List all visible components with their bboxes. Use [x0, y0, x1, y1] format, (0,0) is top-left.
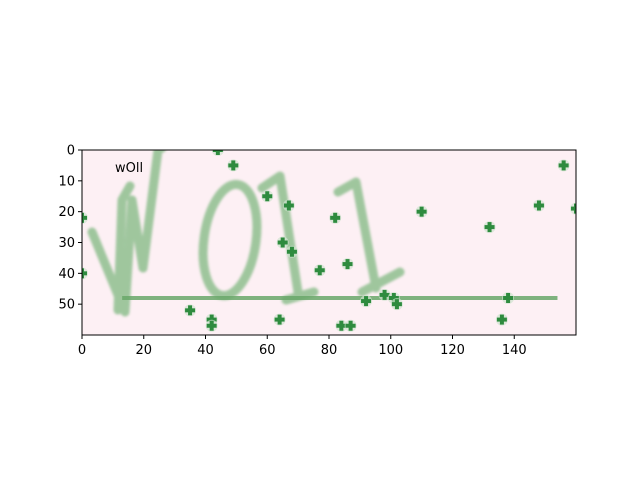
x-tick-label: 120	[440, 343, 465, 358]
noise-point	[273, 313, 286, 326]
noise-point	[329, 211, 342, 224]
noise-point	[502, 292, 515, 304]
noise-layer	[82, 150, 576, 332]
x-tick-label: 80	[321, 343, 338, 358]
y-tick-label: 40	[58, 267, 75, 282]
y-tick-label: 0	[67, 144, 75, 159]
x-tick-label: 60	[259, 343, 276, 358]
x-axis: 0 20 40 60 80 100 120 140	[78, 335, 527, 358]
noise-point	[82, 267, 88, 280]
y-tick-label: 20	[58, 205, 75, 220]
noise-point	[227, 159, 240, 172]
captcha-glyphs	[87, 150, 405, 317]
noise-point	[390, 298, 403, 311]
noise-point	[532, 199, 545, 212]
noise-point	[82, 211, 88, 224]
noise-point	[483, 221, 496, 234]
noise-point	[261, 190, 274, 203]
noise-point	[205, 319, 218, 332]
x-tick-label: 40	[197, 343, 214, 358]
noise-point	[285, 245, 298, 258]
noise-point	[378, 288, 391, 301]
glyph-w-left-stroke	[113, 181, 135, 315]
x-tick-label: 0	[78, 343, 86, 358]
x-tick-label: 20	[135, 343, 152, 358]
overlay-label: wOll	[115, 161, 143, 176]
noise-point	[211, 150, 224, 156]
noise-point	[341, 258, 354, 271]
noise-point	[557, 159, 570, 172]
y-tick-label: 30	[58, 236, 75, 251]
noise-point	[335, 319, 348, 332]
noise-point	[184, 304, 197, 317]
noise-point	[344, 319, 357, 332]
y-tick-label: 50	[58, 298, 75, 313]
noise-point	[415, 205, 428, 218]
x-tick-label: 140	[502, 343, 527, 358]
noise-point	[276, 236, 289, 249]
noise-point	[360, 295, 373, 308]
y-axis: 0 10 20 30 40 50	[58, 144, 82, 313]
noise-point	[282, 199, 295, 212]
noise-point	[313, 264, 326, 277]
y-tick-label: 10	[58, 174, 75, 189]
noise-point	[495, 313, 508, 326]
captcha-image	[82, 150, 576, 332]
glyph-zero	[198, 179, 262, 301]
noise-point	[570, 202, 576, 215]
plot-background	[82, 150, 576, 335]
x-tick-label: 100	[378, 343, 403, 358]
glyph-one-b	[333, 177, 405, 297]
